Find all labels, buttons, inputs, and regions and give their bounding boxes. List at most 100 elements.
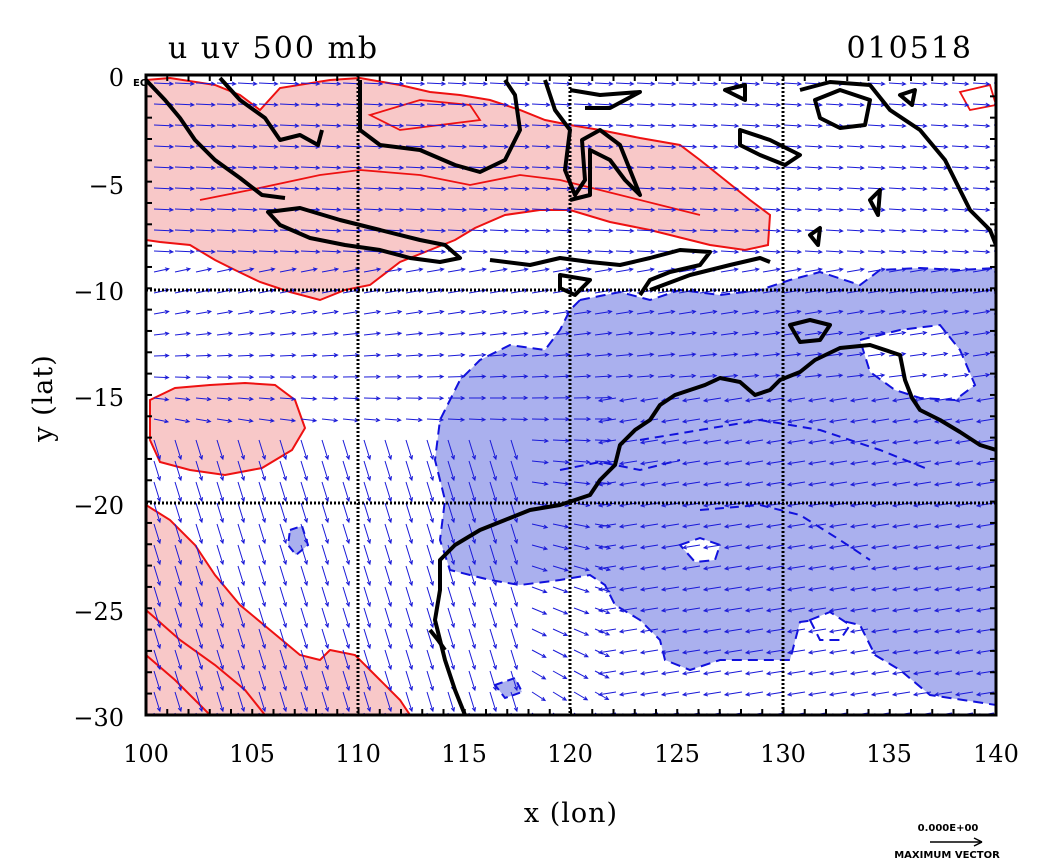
wind-vector bbox=[657, 352, 676, 357]
wind-vector bbox=[258, 418, 275, 423]
wind-vector bbox=[702, 649, 722, 655]
wind-vector bbox=[531, 565, 548, 572]
wind-vector bbox=[891, 523, 911, 529]
wind-vector bbox=[468, 123, 489, 128]
wind-vector bbox=[510, 81, 530, 86]
wind-vector bbox=[363, 267, 382, 273]
wind-vector bbox=[846, 228, 865, 233]
wind-vector bbox=[321, 670, 329, 692]
wind-vector bbox=[258, 102, 279, 107]
wind-vector bbox=[597, 670, 617, 676]
wind-vector bbox=[258, 586, 266, 608]
wind-vector bbox=[657, 309, 676, 315]
wind-vector bbox=[660, 691, 680, 697]
wind-vector bbox=[681, 397, 701, 403]
wind-vector bbox=[258, 396, 276, 402]
wind-vector bbox=[468, 460, 476, 482]
wind-vector bbox=[552, 628, 569, 636]
wind-vector bbox=[702, 628, 722, 634]
wind-vector bbox=[237, 81, 258, 86]
wind-vector bbox=[744, 691, 764, 697]
wind-vector bbox=[468, 102, 489, 107]
wind-vector bbox=[342, 396, 360, 401]
wind-vector bbox=[216, 523, 224, 545]
wind-vector bbox=[384, 586, 392, 608]
wind-vector bbox=[405, 607, 413, 629]
wind-vector bbox=[741, 228, 761, 233]
wind-vector bbox=[510, 309, 529, 315]
wind-vector bbox=[972, 207, 991, 212]
wind-vector bbox=[972, 309, 991, 315]
wind-vector bbox=[321, 331, 339, 336]
wind-vector bbox=[888, 123, 907, 128]
wind-vector bbox=[723, 481, 743, 487]
wind-vector bbox=[342, 481, 350, 503]
wind-vector bbox=[573, 544, 591, 550]
wind-vector bbox=[825, 249, 844, 254]
wind-vector bbox=[573, 331, 592, 336]
wind-vector bbox=[237, 523, 245, 545]
wind-vector bbox=[786, 397, 806, 403]
wind-vector bbox=[888, 309, 907, 315]
wind-vector bbox=[933, 670, 953, 676]
wind-vector bbox=[195, 691, 203, 713]
wind-vector bbox=[867, 123, 886, 128]
wind-vector bbox=[426, 207, 447, 212]
wind-vector bbox=[891, 586, 911, 592]
wind-vector bbox=[954, 544, 974, 550]
wind-vector bbox=[744, 481, 764, 487]
wind-vector bbox=[552, 81, 572, 86]
wind-vector bbox=[660, 439, 680, 445]
wind-vector bbox=[195, 123, 216, 128]
wind-vector bbox=[954, 523, 974, 529]
wind-vector bbox=[765, 670, 785, 676]
wind-vector bbox=[594, 228, 614, 233]
wind-vector bbox=[849, 418, 869, 424]
wind-vector bbox=[867, 373, 886, 378]
wind-vector bbox=[405, 309, 424, 315]
wind-vector bbox=[954, 628, 974, 634]
wind-vector bbox=[699, 352, 718, 357]
wind-vector bbox=[447, 331, 466, 336]
wind-vector bbox=[447, 102, 468, 107]
wind-vector bbox=[573, 81, 593, 86]
wind-vector bbox=[867, 228, 886, 233]
wind-vector bbox=[636, 373, 655, 379]
y-tick-label: −15 bbox=[73, 384, 124, 412]
wind-vector bbox=[765, 586, 785, 592]
wind-vector bbox=[342, 607, 350, 629]
wind-vector bbox=[279, 607, 287, 629]
wind-vector bbox=[405, 417, 423, 423]
wind-vector bbox=[951, 123, 970, 128]
wind-vector bbox=[594, 165, 614, 170]
wind-vector bbox=[447, 502, 455, 524]
wind-vector bbox=[300, 523, 308, 545]
x-tick-label: 125 bbox=[654, 740, 700, 768]
wind-vector bbox=[195, 81, 216, 86]
wind-vector bbox=[552, 352, 571, 358]
wind-vector bbox=[639, 481, 659, 487]
wind-vector bbox=[174, 397, 191, 402]
wind-vector bbox=[954, 607, 974, 613]
wind-vector bbox=[405, 628, 413, 650]
coast-small-3 bbox=[808, 226, 822, 247]
wind-vector bbox=[909, 165, 928, 170]
wind-vector bbox=[807, 586, 827, 592]
wind-vector bbox=[762, 165, 782, 170]
wind-vector bbox=[933, 691, 953, 697]
wind-vector bbox=[489, 628, 497, 650]
wind-vector bbox=[951, 102, 970, 107]
wind-vector bbox=[639, 397, 659, 403]
wind-vector bbox=[930, 373, 949, 378]
wind-vector bbox=[573, 395, 592, 400]
wind-vector bbox=[681, 670, 701, 676]
wind-vector bbox=[468, 628, 476, 650]
wind-vector bbox=[216, 460, 224, 482]
wind-vector bbox=[363, 607, 371, 629]
wind-vector bbox=[279, 523, 287, 545]
wind-vector bbox=[237, 144, 258, 149]
wind-vector bbox=[447, 607, 455, 629]
wind-vector bbox=[426, 586, 434, 608]
wind-vector bbox=[531, 460, 549, 465]
wind-vector bbox=[342, 331, 360, 336]
